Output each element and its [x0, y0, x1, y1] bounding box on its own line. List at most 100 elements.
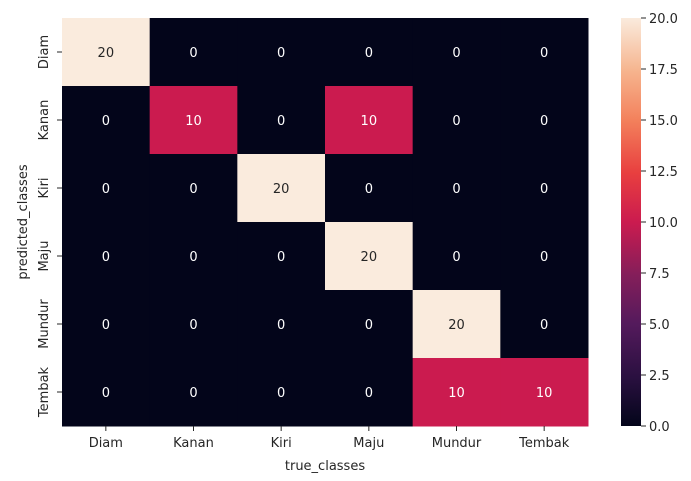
cell-value-3-5: 0 — [540, 250, 548, 265]
x-tick-label-0: Diam — [89, 436, 123, 451]
cell-value-1-1: 10 — [185, 114, 202, 129]
x-tick-label-3: Maju — [353, 436, 384, 451]
heatmap-cell-3-5 — [500, 222, 589, 291]
heatmap-cell-3-2 — [237, 222, 326, 291]
heatmap-cell-0-5 — [500, 18, 589, 87]
heatmap-cell-0-0 — [62, 18, 151, 87]
colorbar-tick-label-1: 2.5 — [649, 369, 670, 384]
heatmap-cell-1-1 — [149, 86, 238, 155]
cell-value-0-2: 0 — [277, 46, 285, 61]
colorbar-tick-label-6: 15.0 — [649, 114, 678, 129]
heatmap-cell-2-4 — [412, 154, 501, 223]
heatmap-cell-3-0 — [62, 222, 151, 291]
cell-value-0-1: 0 — [189, 46, 197, 61]
y-tick-label-3: Maju — [37, 240, 52, 271]
cell-value-2-5: 0 — [540, 182, 548, 197]
colorbar-tick-label-5: 12.5 — [649, 165, 678, 180]
cell-value-3-2: 0 — [277, 250, 285, 265]
heatmap-cell-5-4 — [412, 358, 501, 427]
cell-value-3-0: 0 — [102, 250, 110, 265]
heatmap-cell-3-3 — [325, 222, 414, 291]
cell-value-3-4: 0 — [452, 250, 460, 265]
colorbar-ticks: 0.0 2.5 5.0 7.5 10.0 12.5 15.0 17.5 20.0 — [641, 12, 678, 435]
y-tick-label-4: Mundur — [37, 299, 52, 349]
cell-value-4-0: 0 — [102, 318, 110, 333]
heatmap-cell-4-5 — [500, 290, 589, 359]
heatmap-cell-4-0 — [62, 290, 151, 359]
heatmap-cell-5-1 — [149, 358, 238, 427]
cell-value-5-5: 10 — [536, 386, 553, 401]
heatmap-cell-3-4 — [412, 222, 501, 291]
cell-value-5-4: 10 — [448, 386, 465, 401]
cell-value-5-2: 0 — [277, 386, 285, 401]
heatmap-cell-5-5 — [500, 358, 589, 427]
heatmap-cell-0-2 — [237, 18, 326, 87]
cell-value-4-4: 20 — [448, 318, 465, 333]
heatmap-cell-0-1 — [149, 18, 238, 87]
colorbar — [621, 18, 641, 426]
cell-value-1-3: 10 — [361, 114, 378, 129]
cell-value-2-2: 20 — [273, 182, 290, 197]
heatmap-cell-4-4 — [412, 290, 501, 359]
heatmap-cell-1-0 — [62, 86, 151, 155]
x-tick-label-2: Kiri — [271, 436, 292, 451]
x-tick-label-5: Tembak — [518, 436, 570, 451]
heatmap-cell-2-0 — [62, 154, 151, 223]
cell-value-2-0: 0 — [102, 182, 110, 197]
heatmap-cell-2-2 — [237, 154, 326, 223]
colorbar-tick-label-2: 5.0 — [649, 318, 670, 333]
heatmap-cell-1-2 — [237, 86, 326, 155]
y-tick-label-1: Kanan — [37, 100, 52, 141]
y-tick-label-2: Kiri — [37, 177, 52, 198]
y-tick-label-5: Tembak — [37, 366, 52, 418]
heatmap-cells: 20 0 0 0 0 0 0 10 0 10 0 0 0 0 20 0 0 0 0 0 0 20 0 0 0 0 0 0 20 0 0 0 0 0… — [62, 18, 589, 427]
cell-value-1-0: 0 — [102, 114, 110, 129]
cell-value-1-4: 0 — [452, 114, 460, 129]
heatmap-cell-2-3 — [325, 154, 414, 223]
y-tick-label-0: Diam — [37, 35, 52, 69]
cell-value-1-2: 0 — [277, 114, 285, 129]
cell-value-4-3: 0 — [365, 318, 373, 333]
cell-value-2-4: 0 — [452, 182, 460, 197]
colorbar-tick-label-0: 0.0 — [649, 420, 670, 435]
heatmap-cell-2-1 — [149, 154, 238, 223]
x-tick-label-4: Mundur — [432, 436, 482, 451]
cell-value-3-1: 0 — [189, 250, 197, 265]
heatmap-cell-4-1 — [149, 290, 238, 359]
cell-value-3-3: 20 — [361, 250, 378, 265]
y-axis-label: predicted_classes — [16, 164, 31, 279]
heatmap-cell-5-0 — [62, 358, 151, 427]
cell-value-5-1: 0 — [189, 386, 197, 401]
heatmap-cell-4-2 — [237, 290, 326, 359]
cell-value-0-5: 0 — [540, 46, 548, 61]
cell-value-1-5: 0 — [540, 114, 548, 129]
heatmap-cell-3-1 — [149, 222, 238, 291]
heatmap-cell-2-5 — [500, 154, 589, 223]
heatmap-cell-1-3 — [325, 86, 414, 155]
x-axis-label: true_classes — [285, 459, 365, 474]
cell-value-0-3: 0 — [365, 46, 373, 61]
heatmap-cell-1-5 — [500, 86, 589, 155]
cell-value-5-0: 0 — [102, 386, 110, 401]
y-axis-ticks: Diam Kanan Kiri Maju Mundur Tembak — [37, 35, 62, 418]
colorbar-tick-label-3: 7.5 — [649, 267, 670, 282]
cell-value-0-4: 0 — [452, 46, 460, 61]
heatmap-cell-4-3 — [325, 290, 414, 359]
colorbar-tick-label-4: 10.0 — [649, 216, 678, 231]
heatmap-cell-1-4 — [412, 86, 501, 155]
cell-value-4-2: 0 — [277, 318, 285, 333]
x-tick-label-1: Kanan — [173, 436, 214, 451]
cell-value-4-5: 0 — [540, 318, 548, 333]
colorbar-tick-label-8: 20.0 — [649, 12, 678, 27]
cell-value-2-1: 0 — [189, 182, 197, 197]
colorbar-tick-label-7: 17.5 — [649, 63, 678, 78]
cell-value-2-3: 0 — [365, 182, 373, 197]
heatmap-cell-0-4 — [412, 18, 501, 87]
heatmap-cell-5-3 — [325, 358, 414, 427]
cell-value-4-1: 0 — [189, 318, 197, 333]
cell-value-0-0: 20 — [98, 46, 115, 61]
x-axis-ticks: Diam Kanan Kiri Maju Mundur Tembak — [89, 426, 570, 451]
heatmap-cell-0-3 — [325, 18, 414, 87]
cell-value-5-3: 0 — [365, 386, 373, 401]
